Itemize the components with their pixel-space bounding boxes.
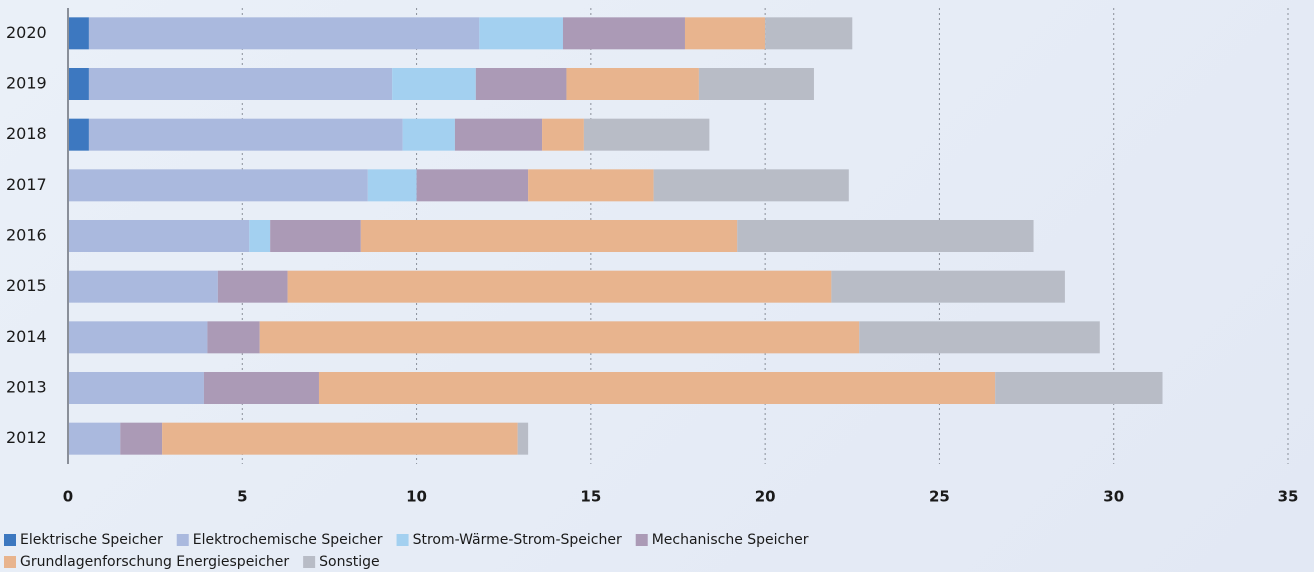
bar-segment — [416, 169, 529, 202]
bar-segment — [583, 118, 710, 151]
bar-segment — [542, 118, 584, 151]
x-tick-label: 10 — [406, 488, 427, 506]
x-tick-label: 0 — [63, 488, 73, 506]
bar-segment — [68, 220, 250, 252]
bar-segment — [68, 422, 121, 455]
legend-swatch — [4, 534, 16, 546]
bar-segment — [831, 270, 1065, 303]
y-tick-label: 2012 — [6, 428, 47, 447]
bar-segment — [653, 169, 849, 202]
bar-segment — [203, 372, 319, 404]
bar-segment — [68, 321, 208, 354]
bar-segment — [859, 321, 1100, 354]
bar-segment — [454, 118, 543, 151]
y-tick-label: 2017 — [6, 175, 47, 194]
bar-segment — [287, 270, 832, 303]
bar-segment — [392, 68, 476, 100]
y-tick-label: 2019 — [6, 74, 47, 93]
legend-label: Sonstige — [319, 554, 380, 570]
x-tick-label: 5 — [237, 488, 247, 506]
x-tick-label: 25 — [929, 488, 950, 506]
legend-label: Elektrochemische Speicher — [193, 532, 383, 548]
y-tick-label: 2015 — [6, 276, 47, 295]
bar-segment — [318, 372, 996, 404]
x-tick-label: 20 — [755, 488, 776, 506]
bar-segment — [68, 118, 89, 151]
bar-segment — [562, 17, 685, 50]
x-tick-label: 35 — [1278, 488, 1299, 506]
bar-segment — [88, 17, 480, 50]
y-tick-label: 2018 — [6, 124, 47, 143]
bar-segment — [88, 68, 393, 100]
x-tick-label: 15 — [580, 488, 601, 506]
bar-segment — [68, 17, 89, 50]
bar-segment — [402, 118, 455, 151]
bar-segment — [259, 321, 860, 354]
bar-segment — [765, 17, 853, 50]
bar-segment — [68, 68, 89, 100]
bar-segment — [207, 321, 260, 354]
y-tick-label: 2020 — [6, 23, 47, 42]
legend-label: Strom-Wärme-Strom-Speicher — [413, 532, 622, 548]
bar-segment — [698, 68, 814, 100]
legend-swatch — [4, 556, 16, 568]
legend-swatch — [176, 534, 189, 546]
legend-swatch — [635, 534, 648, 546]
bar-segment — [68, 169, 368, 202]
bar-segment — [120, 422, 163, 455]
bar-segment — [270, 220, 361, 252]
bar-segment — [68, 270, 218, 303]
legend-label: Elektrische Speicher — [20, 532, 163, 548]
bar-segment — [528, 169, 654, 202]
y-tick-label: 2014 — [6, 327, 47, 346]
bar-segment — [995, 372, 1163, 404]
bar-segment — [68, 372, 204, 404]
bar-segment — [566, 68, 699, 100]
bar-segment — [217, 270, 288, 303]
y-tick-label: 2013 — [6, 378, 47, 397]
x-tick-label: 30 — [1103, 488, 1124, 506]
bar-segment — [684, 17, 766, 50]
legend-swatch — [396, 534, 409, 546]
legend-label: Grundlagenforschung Energiespeicher — [20, 554, 289, 570]
bar-segment — [475, 68, 567, 100]
legend-label: Mechanische Speicher — [652, 532, 809, 548]
bar-segment — [360, 220, 738, 252]
bar-segment — [162, 422, 518, 455]
bar-segment — [737, 220, 1034, 252]
bar-segment — [249, 220, 271, 252]
bar-segment — [479, 17, 563, 50]
y-tick-label: 2016 — [6, 226, 47, 245]
legend-swatch — [303, 556, 316, 568]
bar-segment — [88, 118, 403, 151]
bar-segment — [367, 169, 417, 202]
bar-segment — [517, 422, 529, 455]
